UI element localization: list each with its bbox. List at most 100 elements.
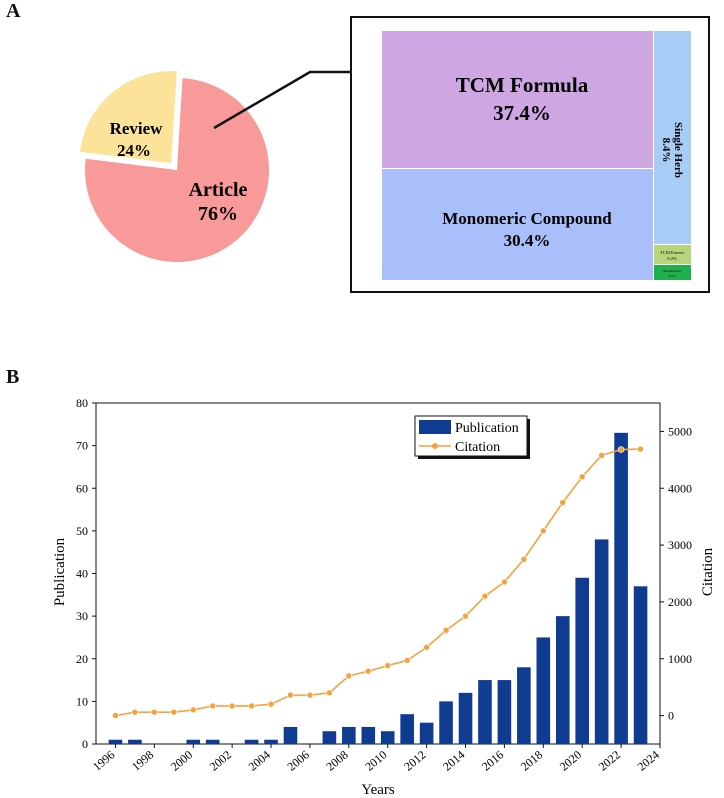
citation-point-2013: [442, 627, 450, 634]
x-tick-label-2022: 2022: [596, 748, 623, 774]
panel-a-figure: Review 24% Article 76% TCM Formula 37.4%…: [79, 16, 710, 293]
y2-tick-label-5000: 5000: [668, 424, 692, 438]
bar-2007: [322, 731, 337, 744]
treemap-pct-tcm-formula: 37.4%: [493, 101, 551, 125]
y2-tick-label-4000: 4000: [668, 481, 692, 495]
bar-2020: [575, 577, 590, 744]
y-tick-label-60: 60: [76, 481, 88, 495]
x-tick-label-2000: 2000: [168, 748, 195, 774]
legend-swatch-publication: [419, 420, 451, 434]
treemap-label-single-herb: Single Herb: [672, 122, 684, 178]
treemap-label-tcm-extract: TCM Extract: [660, 250, 685, 255]
x-axis-label-years: Years: [361, 782, 395, 798]
citation-point-2002: [228, 702, 236, 710]
bar-2022: [614, 432, 628, 744]
bar-1997: [128, 739, 142, 744]
y-tick-label-80: 80: [76, 396, 88, 410]
citation-point-2000: [189, 706, 197, 714]
pie-pct-article: 76%: [198, 203, 238, 225]
treemap-label-other: Acupuncture: [663, 269, 682, 273]
citation-point-2001: [209, 702, 216, 710]
right-axis-ticks: 0 1000 2000 3000 4000 5000: [660, 424, 692, 723]
treemap-pct-monomeric: 30.4%: [504, 231, 551, 250]
citation-point-2023: [637, 445, 644, 453]
treemap-pct-tcm-extract: 0.2%: [667, 256, 677, 261]
panel-label-a: A: [6, 0, 21, 22]
citation-point-2019: [559, 499, 567, 506]
citation-point-1997: [131, 708, 139, 716]
left-axis-ticks: 0 10 20 30 40 50 60 70 80: [76, 396, 96, 751]
y2-tick-label-0: 0: [668, 709, 674, 723]
publication-bars: [108, 432, 648, 744]
citation-line: [112, 445, 644, 719]
bar-2008: [342, 726, 356, 744]
bar-2019: [555, 616, 570, 744]
bar-2014: [458, 692, 473, 744]
x-tick-label-2012: 2012: [401, 748, 428, 774]
x-tick-label-2010: 2010: [362, 748, 389, 774]
citation-point-2003: [248, 702, 255, 710]
citation-polyline: [115, 448, 641, 717]
treemap-cell-tcm-formula: [382, 31, 653, 168]
bar-2010: [380, 731, 395, 744]
citation-point-2005: [287, 691, 294, 699]
bar-2021: [594, 539, 609, 744]
treemap-cell-other: [654, 265, 691, 280]
bar-2011: [400, 714, 414, 744]
x-tick-label-2004: 2004: [246, 748, 273, 774]
x-tick-label-2020: 2020: [557, 748, 584, 774]
treemap-label-monomeric: Monomeric Compound: [442, 209, 612, 228]
treemap-chart: TCM Formula 37.4% Monomeric Compound 30.…: [382, 31, 691, 280]
x-tick-label-1998: 1998: [129, 748, 156, 774]
y-tick-label-70: 70: [76, 439, 88, 453]
citation-point-2020: [578, 473, 586, 481]
y2-axis-label-citation: Citation: [700, 547, 716, 596]
bar-2016: [497, 680, 512, 744]
pie-labels: Review 24% Article 76%: [110, 119, 248, 225]
bar-2000: [186, 739, 201, 744]
bar-2023: [633, 586, 648, 744]
treemap-pct-other: 0.x%: [668, 274, 675, 278]
bar-2009: [361, 726, 376, 744]
x-tick-label-2008: 2008: [323, 748, 350, 774]
y-tick-label-40: 40: [76, 567, 88, 581]
x-tick-label-2002: 2002: [207, 748, 234, 774]
y-axis-label-publication: Publication: [52, 537, 68, 606]
bar-2005: [283, 726, 298, 744]
citation-point-2011: [403, 657, 411, 664]
citation-point-1999: [170, 708, 178, 716]
citation-point-2012: [423, 644, 430, 651]
callout-connector-line: [213, 70, 350, 130]
citation-point-2018: [540, 527, 547, 535]
x-axis-ticks: 1996 1998 2000 2002 2004 2006 2008 2010 2012 2014…: [90, 744, 662, 774]
bar-1996: [108, 739, 123, 744]
x-tick-label-1996: 1996: [90, 748, 117, 774]
pie-label-article: Article: [189, 179, 248, 201]
pie-pct-review: 24%: [117, 141, 151, 160]
x-tick-label-2024: 2024: [635, 748, 662, 774]
citation-point-2016: [501, 578, 508, 586]
citation-point-2010: [384, 662, 392, 669]
citation-point-2021: [598, 451, 605, 459]
y-tick-label-50: 50: [76, 524, 88, 538]
x-tick-label-2014: 2014: [440, 748, 467, 774]
y-tick-label-30: 30: [76, 609, 88, 623]
bar-2012: [419, 722, 434, 744]
bar-2018: [536, 637, 551, 744]
citation-point-1996: [112, 712, 119, 719]
y-tick-label-0: 0: [82, 737, 88, 751]
y-tick-label-10: 10: [76, 694, 88, 708]
legend-swatch-citation-marker: [432, 443, 438, 449]
y2-tick-label-1000: 1000: [668, 652, 692, 666]
bar-2017: [517, 667, 531, 744]
citation-point-2017: [520, 555, 528, 563]
bar-2001: [205, 739, 220, 744]
treemap-cell-tcm-extract: [654, 245, 691, 264]
citation-point-2009: [364, 667, 372, 675]
citation-point-2014: [462, 612, 469, 620]
x-tick-label-2018: 2018: [518, 748, 545, 774]
treemap-pct-single-herb: 8.4%: [660, 138, 672, 163]
pie-label-review: Review: [110, 119, 164, 138]
citation-point-2007: [326, 689, 333, 697]
treemap-cell-single-herb: [654, 31, 691, 244]
